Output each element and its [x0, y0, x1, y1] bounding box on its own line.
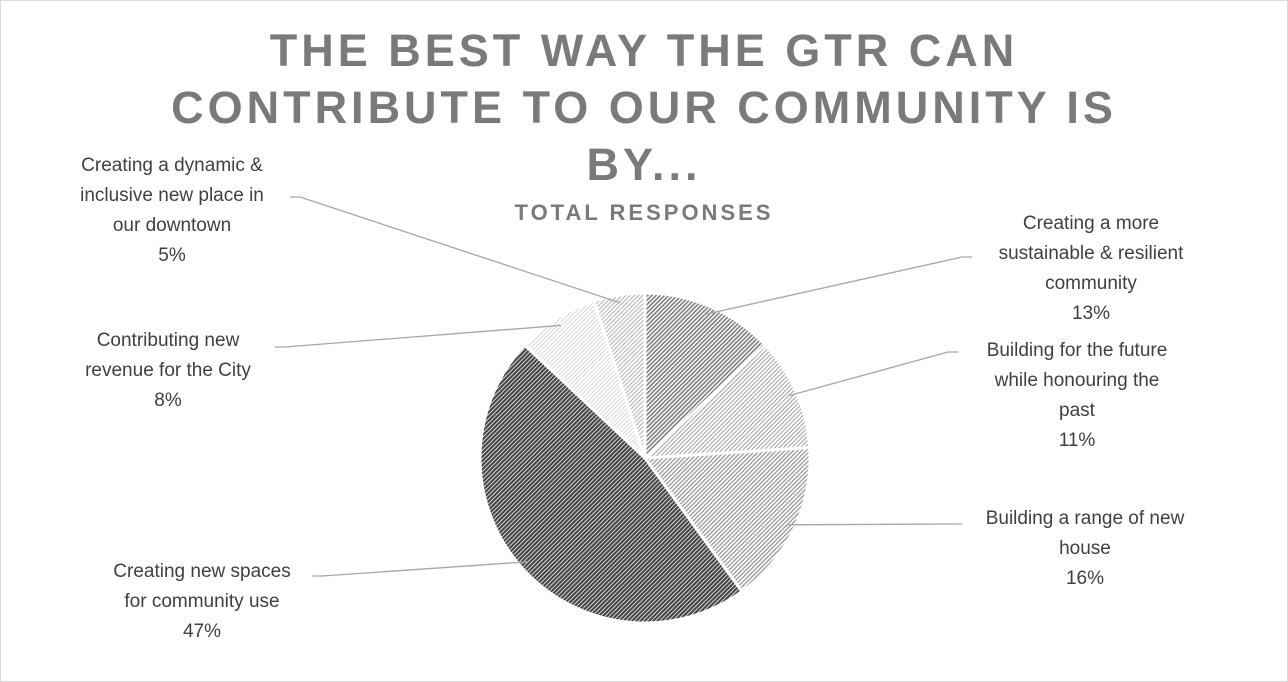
- slice-label-2-line-1: Building for the future: [987, 340, 1168, 361]
- slice-label-1-line-2: sustainable & resilient: [999, 243, 1185, 264]
- slice-pct-label-2: 11%: [1059, 430, 1096, 451]
- leader-line-4: [312, 561, 528, 577]
- slice-label-1-line-3: community: [1045, 273, 1137, 294]
- leader-line-3: [787, 523, 962, 526]
- slice-label-6-line-2: inclusive new place in: [80, 185, 264, 206]
- slice-label-3-line-2: house: [1059, 538, 1111, 559]
- slice-label-5-line-1: Contributing new: [97, 330, 240, 351]
- leader-line-5: [275, 324, 561, 348]
- pie-slices: [478, 291, 812, 625]
- leader-line-2: [788, 351, 958, 397]
- slice-label-4-line-1: Creating new spaces: [113, 561, 290, 582]
- slice-label-1-line-1: Creating a more: [1023, 213, 1159, 234]
- slice-label-6-line-3: our downtown: [113, 215, 231, 236]
- chart-title-line-3: BY...: [586, 139, 702, 190]
- slice-label-5-line-2: revenue for the City: [85, 360, 251, 381]
- leader-line-1: [707, 256, 972, 315]
- leader-line-6: [290, 196, 621, 304]
- leader-lines: [275, 196, 972, 577]
- chart-title-line-2: CONTRIBUTE TO OUR COMMUNITY IS: [171, 82, 1117, 133]
- pie-slice-2: [640, 342, 812, 460]
- slice-label-4-line-2: for community use: [124, 591, 279, 612]
- chart-title: THE BEST WAY THE GTR CAN CONTRIBUTE TO O…: [94, 22, 1194, 193]
- slice-label-3-line-1: Building a range of new: [986, 508, 1185, 529]
- slice-label-2-line-2: while honouring the: [994, 370, 1160, 391]
- slice-label-2-line-3: past: [1059, 400, 1096, 421]
- chart-title-line-1: THE BEST WAY THE GTR CAN: [269, 25, 1019, 76]
- pie-slice-6: [592, 291, 647, 459]
- slice-label-6-line-1: Creating a dynamic &: [81, 155, 263, 176]
- pie-slice-4: [478, 342, 745, 625]
- pie-slice-3: [642, 446, 812, 594]
- slice-labels: Creating a more sustainable & resilient co…: [80, 155, 1184, 642]
- pie-slice-1: [643, 291, 768, 462]
- slice-pct-label-1: 13%: [1072, 303, 1110, 324]
- slice-pct-label-6: 5%: [158, 245, 186, 266]
- slice-pct-label-3: 16%: [1066, 568, 1104, 589]
- slice-pct-label-4: 47%: [183, 621, 221, 642]
- chart-subtitle: TOTAL RESPONSES: [514, 200, 774, 225]
- slice-pct-label-5: 8%: [154, 390, 182, 411]
